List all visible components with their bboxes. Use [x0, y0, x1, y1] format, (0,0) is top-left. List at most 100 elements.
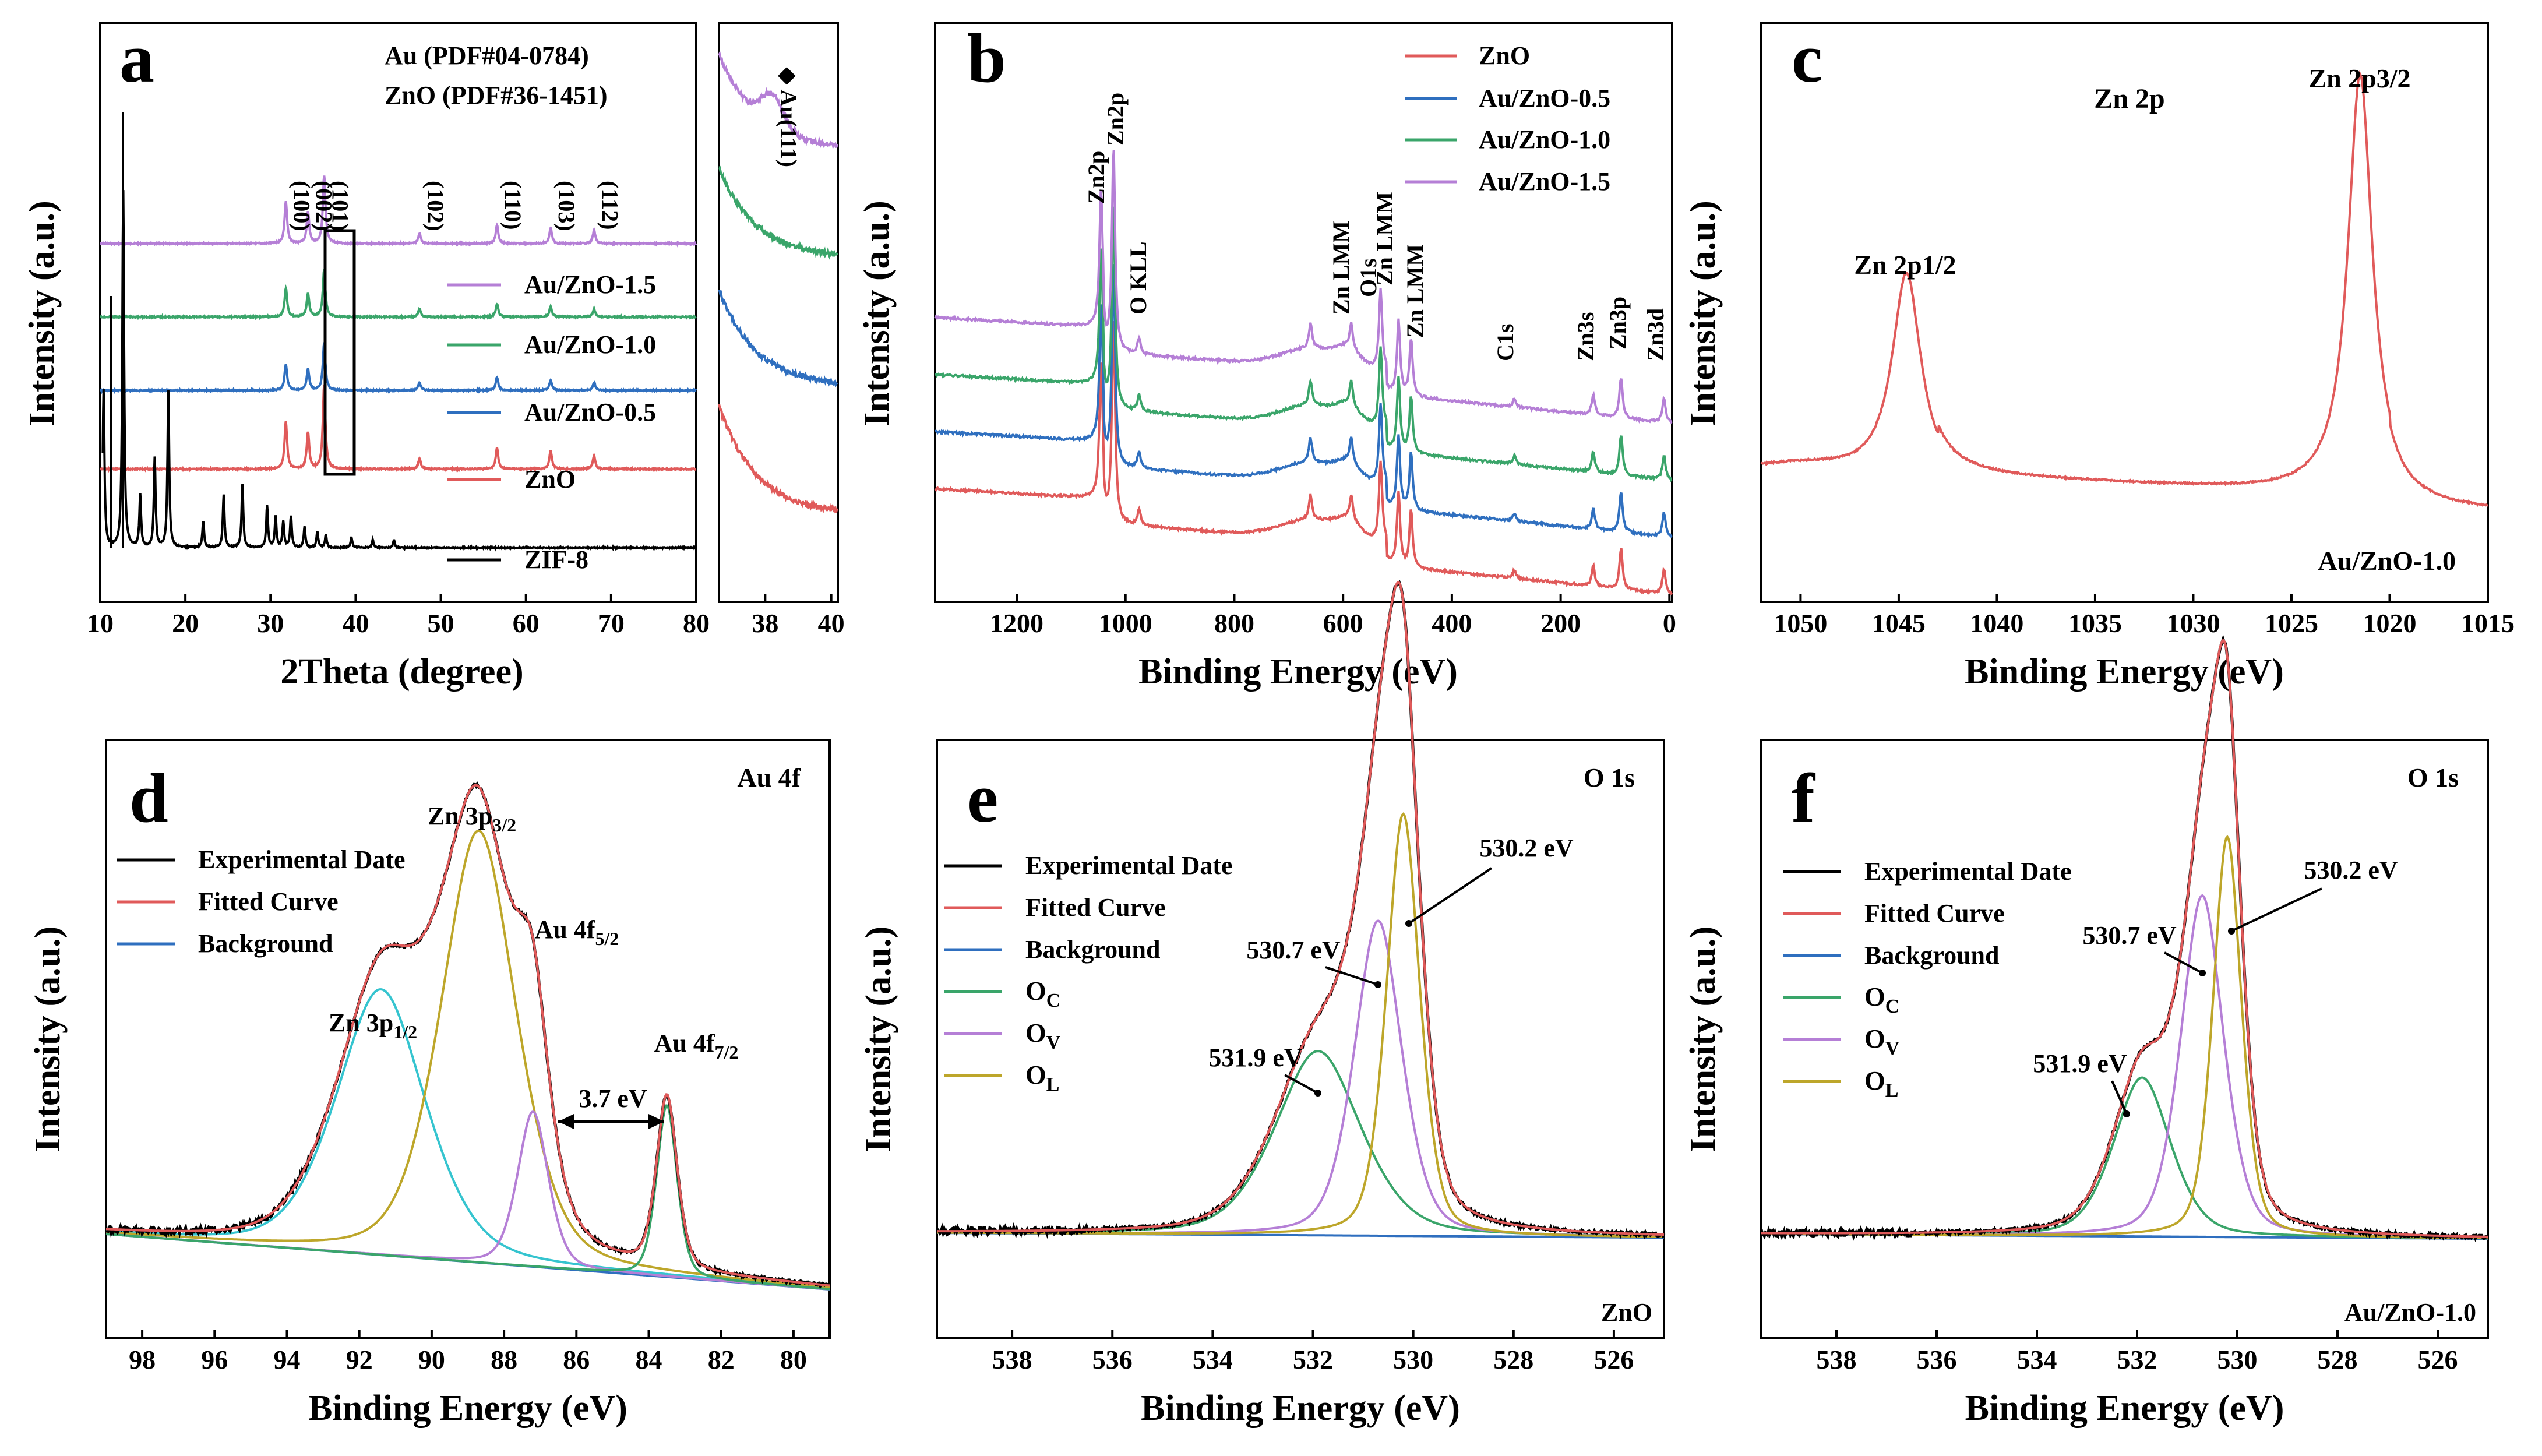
peak-label: (100) [289, 181, 315, 231]
legend-subscript: C [1885, 996, 1900, 1017]
annotation-subscript: 1/2 [393, 1021, 417, 1042]
x-tick-label: 60 [513, 608, 540, 638]
annotation-arrow [1408, 867, 1493, 925]
survey-line-Au/ZnO-1.0 [934, 206, 1673, 482]
legend-subscript: V [1885, 1038, 1900, 1059]
x-tick-label: 0 [1663, 608, 1676, 638]
x-tick-label: 526 [2418, 1345, 2458, 1374]
x-tick-label: 82 [708, 1345, 735, 1374]
arrow-head [2123, 1110, 2130, 1117]
panel-label: b [967, 19, 1006, 97]
component-line-Au 4f7/2 [105, 1104, 830, 1291]
plot-frame [1760, 22, 2489, 603]
au111-region-box [323, 229, 356, 476]
x-tick-label: 536 [1092, 1345, 1133, 1374]
y-axis-label: Intensity (a.u.) [1683, 200, 1723, 426]
series-line-Au/ZnO-0.5 [100, 342, 697, 394]
annotation-subscript: 5/2 [595, 928, 619, 949]
x-axis-label: Binding Energy (eV) [1138, 652, 1458, 692]
peak-label-zn2p32: Zn 2p3/2 [2308, 64, 2410, 93]
peak-label: (112) [597, 181, 623, 230]
peak-label: Zn3d [1642, 308, 1669, 361]
x-tick-label: 38 [752, 608, 778, 638]
legend-label: OC [1864, 982, 1899, 1017]
x-tick-label: 90 [418, 1345, 445, 1374]
x-tick-label: 1030 [2166, 608, 2220, 638]
x-axis-label: Binding Energy (eV) [1965, 1388, 2284, 1428]
panel-f: 538 536 534 532 530 528 526 Binding Energy (eV)… [1683, 634, 2489, 1428]
legend-subscript: L [1046, 1074, 1060, 1095]
fitted-line [105, 784, 830, 1287]
x-tick-label: 1025 [2265, 608, 2318, 638]
series-line-Au/ZnO-1.5 [100, 175, 697, 248]
peak-label: (110) [500, 181, 526, 230]
annotation-arrow [2231, 887, 2322, 932]
legend-label: ZnO [1479, 41, 1530, 70]
x-tick-label: 536 [1917, 1345, 1957, 1374]
x-tick-label: 530 [1393, 1345, 1433, 1374]
legend-label: Au/ZnO-1.0 [1479, 125, 1610, 154]
legend-label: Experimental Date [1864, 857, 2072, 886]
legend-label: OV [1864, 1024, 1900, 1059]
x-tick-label: 534 [1193, 1345, 1233, 1374]
x-tick-label: 528 [2318, 1345, 2358, 1374]
inset-line-Au/ZnO-1.0 [718, 165, 838, 260]
x-tick-label: 1050 [1774, 608, 1827, 638]
legend-label: Fitted Curve [198, 887, 339, 916]
x-tick-label: 532 [1293, 1345, 1333, 1374]
legend-subscript: C [1046, 990, 1061, 1011]
x-tick-label: 530 [2217, 1345, 2258, 1374]
legend-label: Background [1864, 941, 2000, 970]
arrow-head [2228, 928, 2235, 935]
x-tick-label: 1045 [1872, 608, 1926, 638]
sample-label: ZnO [1601, 1298, 1652, 1327]
x-tick-label: 532 [2117, 1345, 2157, 1374]
y-axis-label: Intensity (a.u.) [859, 926, 898, 1152]
x-axis-label: Binding Energy (eV) [308, 1388, 627, 1428]
annotation-arrow [1325, 966, 1378, 986]
panel-label: c [1792, 19, 1822, 97]
peak-label: Zn3p [1605, 297, 1631, 350]
peak-label: Zn2p [1102, 93, 1129, 146]
inset-line-Au/ZnO-0.5 [718, 289, 838, 388]
peak-annotation: Zn 3p1/2 [329, 1009, 417, 1042]
fitted-line [937, 581, 1665, 1236]
peak-annotation: Au 4f7/2 [654, 1029, 739, 1063]
arrow-head [1314, 1090, 1321, 1097]
peak-annotation: 530.7 eV [1246, 936, 1341, 964]
x-tick-label: 92 [346, 1345, 373, 1374]
panel-label: f [1792, 759, 1816, 837]
peak-label: (102) [422, 181, 449, 231]
x-tick-label: 84 [636, 1345, 662, 1374]
au111-annotation: ◆ Au(111) [775, 67, 802, 167]
legend-subscript: L [1885, 1080, 1899, 1101]
legend-label: Experimental Date [198, 845, 406, 874]
x-tick-label: 40 [818, 608, 845, 638]
arrow-head [2199, 970, 2206, 976]
arrow-head [558, 1114, 574, 1129]
x-tick-label: 1015 [2461, 608, 2515, 638]
peak-label: (103) [553, 181, 580, 231]
panel-a-inset: 38 40 ◆ Au(111) [718, 22, 845, 638]
peak-label: Zn LMM [1402, 244, 1428, 338]
x-axis-label: 2Theta (degree) [280, 652, 523, 692]
legend-label: Au/ZnO-1.0 [524, 330, 656, 359]
legend-subscript: V [1046, 1032, 1061, 1053]
survey-line-ZnO [934, 321, 1673, 595]
x-tick-label: 88 [491, 1345, 517, 1374]
inset-line-Au/ZnO-1.5 [718, 50, 838, 149]
annotation-arrow [2111, 1080, 2128, 1115]
legend-label: Au/ZnO-1.5 [524, 270, 656, 299]
x-tick-label: 86 [563, 1345, 590, 1374]
legend-label: ZIF-8 [524, 545, 588, 574]
x-tick-label: 538 [992, 1345, 1032, 1374]
survey-line-Au/ZnO-1.5 [934, 150, 1673, 424]
peak-label: Zn3s [1573, 312, 1599, 362]
legend-label: Background [1025, 935, 1161, 964]
arrow-head [648, 1114, 664, 1129]
x-tick-label: 528 [1493, 1345, 1533, 1374]
plot-frame [718, 22, 839, 603]
x-tick-label: 600 [1323, 608, 1363, 638]
component-line-OC [1761, 1076, 2488, 1240]
